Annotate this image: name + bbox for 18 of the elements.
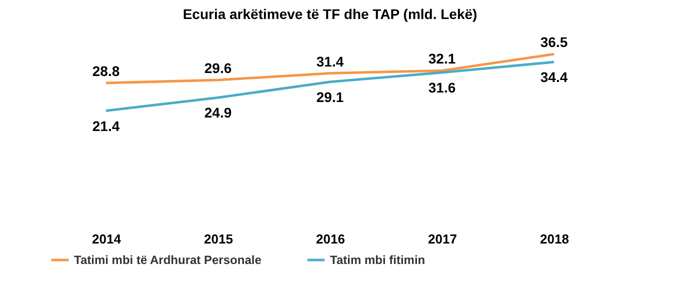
x-tick-label: 2014 — [92, 232, 122, 246]
data-label: 29.6 — [204, 60, 232, 76]
data-label: 31.6 — [428, 80, 456, 96]
x-tick-label: 2018 — [540, 232, 569, 246]
chart-title: Ecuria arkëtimeve të TF dhe TAP (mld. Lekë) — [182, 6, 478, 22]
data-label: 21.4 — [92, 118, 120, 134]
x-tick-label: 2016 — [316, 232, 345, 246]
data-label: 24.9 — [204, 104, 232, 121]
legend-label: Tatimi mbi të Ardhurat Personale — [74, 253, 262, 267]
data-label: 28.8 — [92, 63, 120, 79]
data-label: 31.4 — [316, 53, 344, 70]
x-tick-label: 2015 — [204, 232, 233, 246]
data-label: 32.1 — [428, 50, 456, 67]
data-label: 29.1 — [316, 88, 344, 105]
x-tick-label: 2017 — [428, 232, 457, 246]
legend-label: Tatim mbi fitimin — [330, 253, 426, 267]
data-label: 34.4 — [540, 69, 568, 85]
data-label: 36.5 — [540, 34, 568, 50]
